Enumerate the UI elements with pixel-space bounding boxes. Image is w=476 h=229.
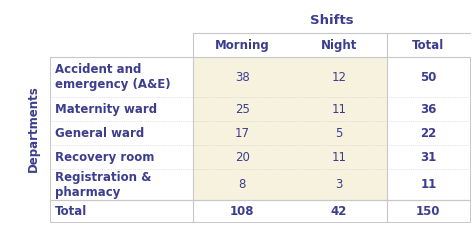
Text: Registration &
pharmacy: Registration & pharmacy bbox=[55, 171, 151, 199]
Text: 12: 12 bbox=[331, 71, 346, 84]
Text: Maternity ward: Maternity ward bbox=[55, 103, 157, 116]
Text: 3: 3 bbox=[335, 178, 342, 191]
Text: 22: 22 bbox=[419, 127, 436, 140]
Text: 11: 11 bbox=[419, 178, 436, 191]
Text: 11: 11 bbox=[331, 103, 346, 116]
Text: 150: 150 bbox=[415, 205, 440, 218]
Text: 31: 31 bbox=[419, 151, 436, 164]
Text: Night: Night bbox=[320, 39, 357, 52]
Text: Total: Total bbox=[55, 205, 87, 218]
Text: General ward: General ward bbox=[55, 127, 144, 140]
Text: 25: 25 bbox=[234, 103, 249, 116]
Text: 36: 36 bbox=[419, 103, 436, 116]
Text: 17: 17 bbox=[234, 127, 249, 140]
Text: 20: 20 bbox=[234, 151, 249, 164]
Text: 38: 38 bbox=[234, 71, 249, 84]
Text: 50: 50 bbox=[419, 71, 436, 84]
Text: 108: 108 bbox=[229, 205, 254, 218]
Text: 5: 5 bbox=[335, 127, 342, 140]
Bar bbox=[50, 57, 469, 222]
Text: Morning: Morning bbox=[215, 39, 269, 52]
Text: Shifts: Shifts bbox=[309, 14, 353, 27]
Text: Accident and
emergency (A&E): Accident and emergency (A&E) bbox=[55, 63, 170, 91]
Text: 11: 11 bbox=[331, 151, 346, 164]
Text: Departments: Departments bbox=[27, 85, 40, 172]
Text: 8: 8 bbox=[238, 178, 246, 191]
Text: 42: 42 bbox=[330, 205, 347, 218]
Text: Total: Total bbox=[411, 39, 444, 52]
Text: Recovery room: Recovery room bbox=[55, 151, 154, 164]
Bar bbox=[193, 57, 386, 200]
